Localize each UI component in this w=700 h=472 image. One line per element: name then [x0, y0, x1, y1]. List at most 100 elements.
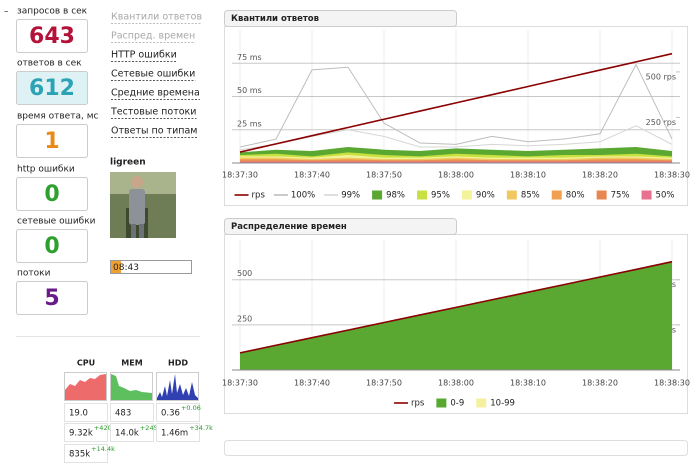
legend-label: 0-9 [450, 399, 464, 409]
chart-title: Квантили ответов [231, 14, 319, 24]
metric-value: 643 [29, 24, 75, 49]
metric-label: время ответа, мс [17, 112, 98, 122]
legend-swatch [506, 190, 517, 200]
y2-tick-label: 500 rps [646, 72, 676, 81]
nav-link[interactable]: Средние времена [111, 88, 200, 99]
metric-box [16, 19, 88, 53]
monitor-delta: +0.06 [181, 404, 201, 412]
nav-link[interactable]: Сетевые ошибки [111, 69, 195, 80]
x-tick-label: 18:38:20 [582, 171, 618, 180]
monitor-cell [110, 403, 154, 422]
collapse-dash[interactable]: – [4, 7, 9, 17]
monitor-value: 14.0k [115, 429, 139, 439]
timer: 08:43 [113, 263, 139, 273]
chart-title: Распределение времен [231, 222, 347, 232]
metric-box [16, 229, 88, 263]
legend-label: 90% [476, 191, 495, 201]
y-tick-label: 25 ms [237, 119, 262, 128]
monitor-value: 9.32k [69, 429, 93, 439]
x-tick-label: 18:37:50 [366, 171, 402, 180]
monitor-delta: +14.4k [91, 445, 115, 453]
y-tick-label: 50 ms [237, 86, 262, 95]
x-tick-label: 18:37:40 [294, 171, 330, 180]
monitor-value: 835k [69, 450, 90, 460]
metric-box [16, 124, 88, 158]
monitor-header: MEM [121, 359, 142, 368]
metric-label: ответов в сек [17, 59, 82, 69]
empty-panel [224, 440, 688, 456]
legend: rps 0-9 10-99 [394, 398, 515, 409]
nav-link[interactable]: Ответы по типам [111, 126, 197, 137]
legend-label: 100% [291, 191, 315, 201]
mem-chart [110, 372, 153, 401]
hdd-chart [156, 372, 199, 401]
progress-bar [110, 260, 192, 274]
nav-link[interactable]: HTTP ошибки [111, 50, 177, 61]
y-tick-label: 250 [237, 314, 252, 323]
x-tick-label: 18:38:10 [510, 379, 546, 388]
metric-value: 612 [29, 76, 75, 101]
legend-label: 50% [656, 191, 675, 201]
metric-box [16, 281, 88, 315]
legend-label: rps [411, 399, 425, 409]
metric-value: 5 [44, 286, 59, 311]
monitor-value: 483 [115, 409, 131, 419]
monitor-value: 1.46m [161, 429, 188, 439]
rps-line [239, 260, 673, 354]
x-tick-label: 18:38:20 [582, 379, 618, 388]
monitor-cell [110, 423, 154, 442]
rps-line [239, 52, 673, 153]
x-tick-label: 18:37:30 [222, 171, 258, 180]
metric-label: http ошибки [17, 165, 75, 175]
cpu-chart [64, 372, 107, 401]
plot-area [239, 52, 673, 163]
monitor-cell [156, 403, 200, 422]
nav-link: Квантили ответов [111, 12, 202, 23]
metric-box [16, 71, 88, 105]
legend-label: 99% [341, 191, 360, 201]
x-tick-label: 18:38:10 [510, 171, 546, 180]
legend-label: 95% [431, 191, 450, 201]
legend-label: 85% [521, 191, 540, 201]
legend-swatch [551, 190, 562, 200]
monitor-cell [64, 423, 108, 442]
legend-swatch [461, 190, 472, 200]
x-tick-label: 18:38:00 [438, 379, 474, 388]
y-tick-label: 75 ms [237, 53, 262, 62]
legend-label: 80% [566, 191, 585, 201]
metric-label: запросов в сек [17, 7, 88, 17]
x-tick-label: 18:37:30 [222, 379, 258, 388]
legend-label: rps [252, 191, 266, 201]
nav-link: Распред. времен [111, 31, 195, 42]
metric-label: потоки [17, 269, 51, 279]
x-tick-label: 18:38:30 [654, 171, 690, 180]
metric-value: 0 [44, 234, 59, 259]
y-tick-label: 500 [237, 269, 252, 278]
x-tick-label: 18:37:50 [366, 379, 402, 388]
nav-link[interactable]: Тестовые потоки [110, 107, 196, 118]
monitor-header: CPU [77, 359, 95, 368]
progress-fill [111, 261, 121, 273]
monitor-delta: +245 [140, 424, 158, 432]
monitor-cell [156, 423, 200, 442]
monitor-header: HDD [168, 359, 188, 368]
monitor-delta: +34.7k [189, 424, 213, 432]
legend-label: 10-99 [490, 399, 515, 409]
line-series [239, 63, 673, 148]
x-tick-label: 18:38:30 [654, 379, 690, 388]
metric-box [16, 177, 88, 211]
x-tick-label: 18:38:00 [438, 171, 474, 180]
monitor-cell [64, 444, 108, 463]
legend-swatch [372, 190, 383, 200]
x-tick-label: 18:37:40 [294, 379, 330, 388]
legend-swatch [417, 190, 428, 200]
legend-label: 75% [611, 191, 630, 201]
user-photo [110, 172, 176, 238]
monitor-value: 0.36 [161, 409, 180, 419]
legend-swatch [641, 190, 652, 200]
legend-swatch [476, 398, 487, 408]
chart-tab [224, 10, 457, 27]
metric-label: сетевые ошибки [17, 217, 96, 227]
user-name[interactable]: ligreen [110, 158, 146, 168]
